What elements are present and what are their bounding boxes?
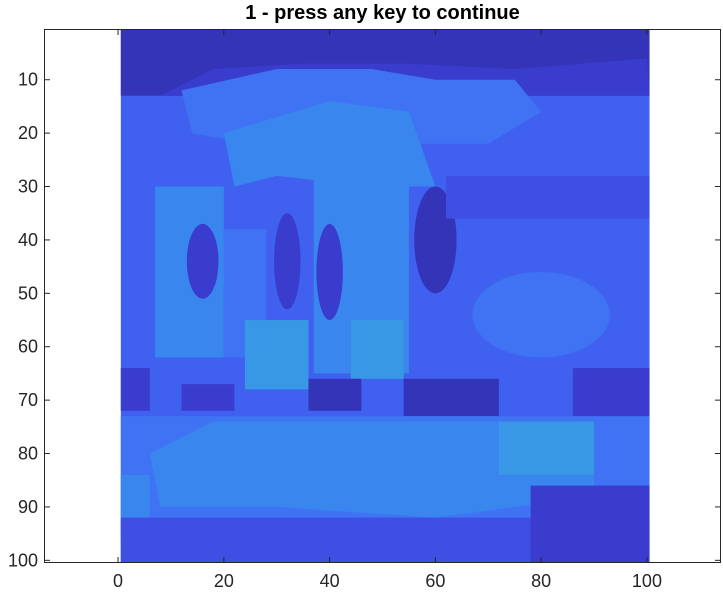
x-tick-label: 40: [320, 571, 340, 591]
image-region-16: [472, 271, 610, 358]
y-axis: 10 20 30 40 50 60 70 80 90 100: [8, 70, 721, 570]
x-axis: 0 20 40 60 80 100: [113, 29, 662, 591]
y-tick-label: 20: [18, 123, 38, 143]
plot-area: [44, 29, 721, 563]
image-region-11: [274, 213, 301, 310]
y-tick-label: 10: [18, 70, 38, 90]
image-region-21: [572, 368, 650, 422]
image-region-10: [186, 223, 219, 299]
y-tick-label: 70: [18, 390, 38, 410]
image-region-27: [530, 485, 650, 563]
image-region-23: [149, 421, 595, 518]
image-layer: [120, 29, 650, 563]
image-region-9: [350, 320, 404, 379]
y-tick-label: 60: [18, 337, 38, 357]
image-region-12: [316, 223, 343, 321]
y-tick-label: 80: [18, 444, 38, 464]
y-tick-label: 90: [18, 497, 38, 517]
image-region-20: [403, 378, 499, 417]
image-region-24: [498, 421, 595, 475]
chart-title: 1 - press any key to continue: [245, 2, 520, 24]
x-tick-label: 80: [531, 571, 551, 591]
y-tick-label: 30: [18, 177, 38, 197]
image-region-8: [244, 320, 309, 390]
y-tick-label: 100: [8, 550, 38, 570]
x-tick-label: 20: [214, 571, 234, 591]
image-region-18: [181, 384, 235, 411]
y-tick-label: 50: [18, 283, 38, 303]
x-tick-label: 60: [425, 571, 445, 591]
image-region-17: [120, 368, 150, 411]
image-region-4: [223, 101, 436, 187]
y-tick-label: 40: [18, 230, 38, 250]
x-tick-label: 100: [632, 571, 662, 591]
x-tick-label: 0: [113, 571, 123, 591]
image-region-19: [308, 378, 362, 411]
image-region-14: [445, 175, 650, 219]
axes-box: [44, 29, 721, 563]
